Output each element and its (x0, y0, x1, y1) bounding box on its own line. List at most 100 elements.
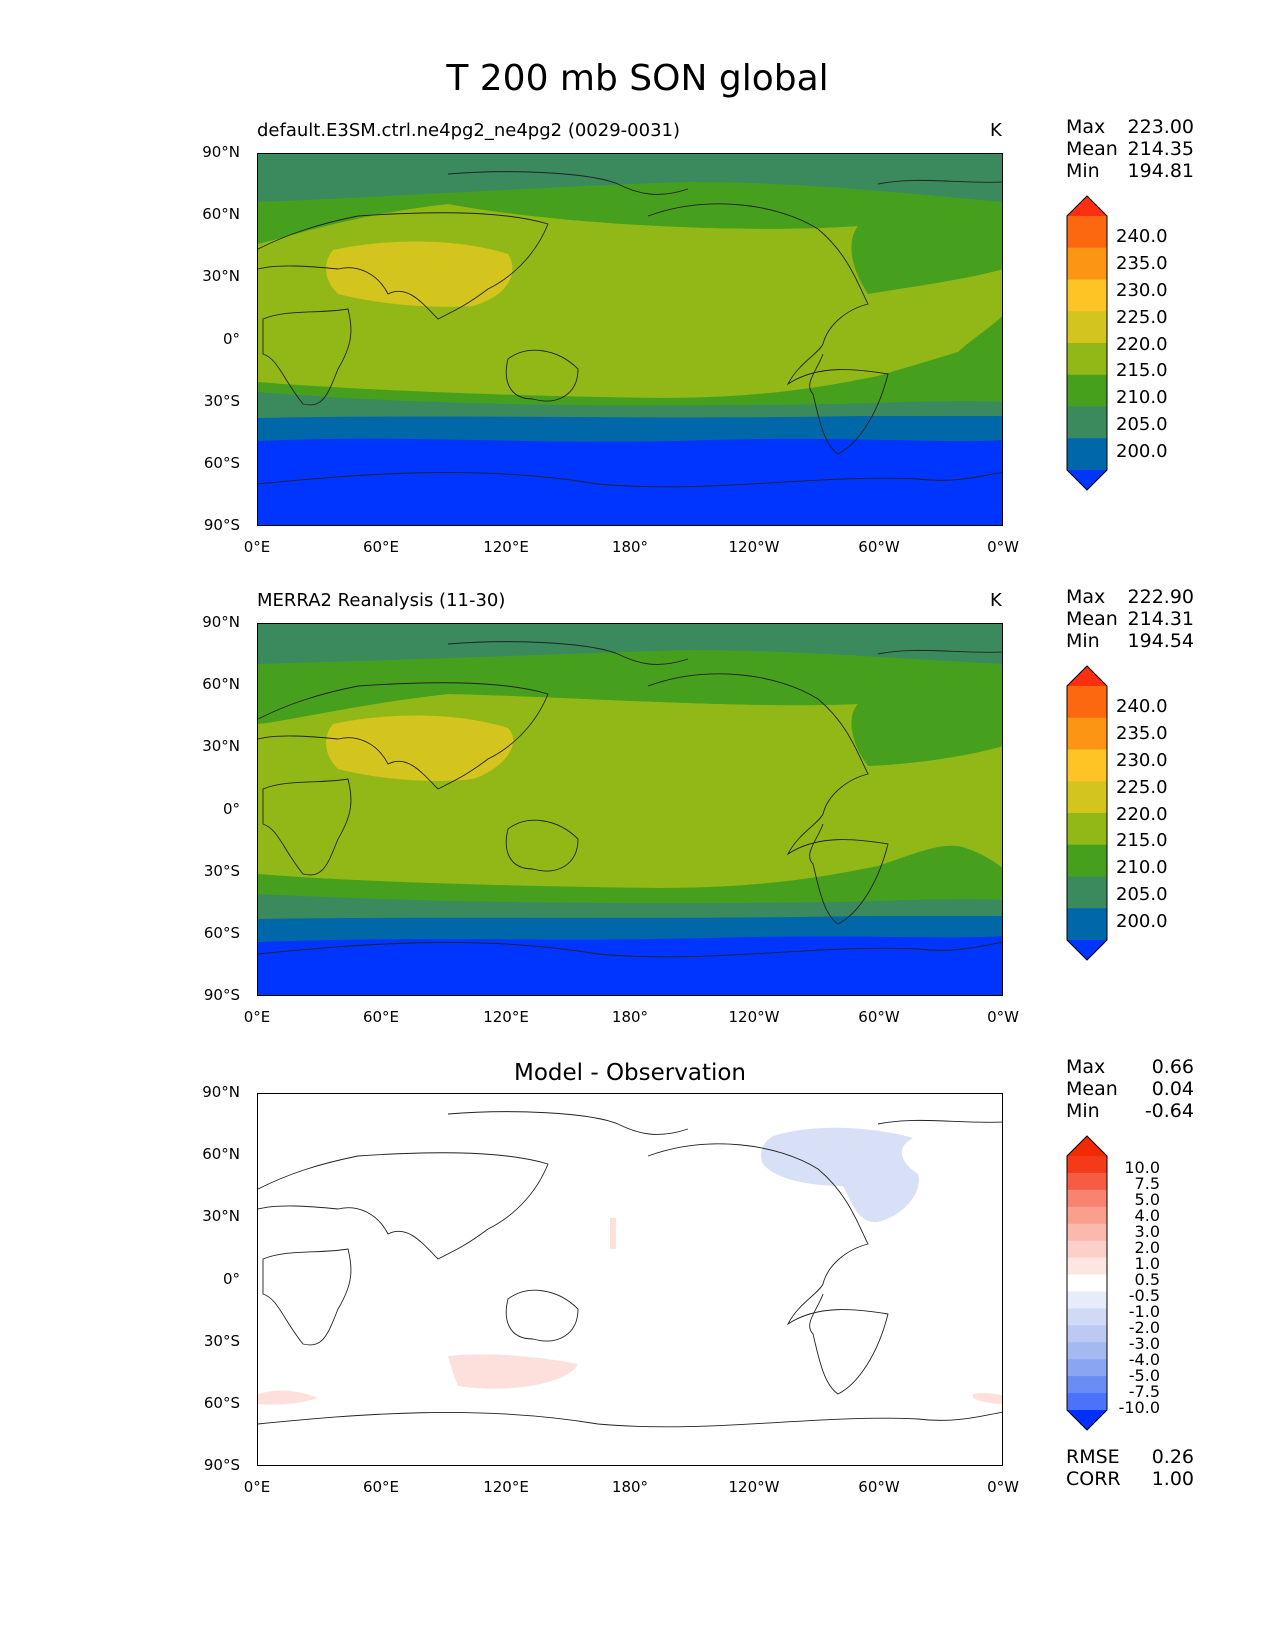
units-label: K (990, 120, 1002, 141)
colorbar-label: -3.0 (1128, 1334, 1160, 1353)
colorbar-label: -7.5 (1128, 1382, 1160, 1401)
colorbar-extension-max (1067, 1136, 1107, 1156)
colorbar-segment (1067, 374, 1107, 407)
stat-rmse: 0.26 (1151, 1446, 1194, 1468)
colorbar-segment (1067, 1257, 1107, 1276)
lat-tick-label: 60°N (202, 675, 240, 693)
panel-title: Model - Observation (513, 1060, 747, 1086)
colorbar-extension-max (1067, 196, 1107, 216)
colorbar-label: -0.5 (1128, 1286, 1160, 1305)
lat-tick-label: 0° (222, 330, 240, 348)
stat-label: Min (1066, 160, 1100, 182)
colorbar-label: 235.0 (1116, 723, 1168, 744)
stat-min: 194.81 (1127, 160, 1194, 182)
lat-tick-label: 30°N (202, 737, 240, 755)
figure-title: T 200 mb SON global (446, 58, 829, 99)
lon-tick-label: 120°W (728, 1008, 780, 1026)
colorbar-outline (1066, 195, 1108, 491)
lat-tick-label: 60°S (203, 924, 240, 942)
colorbar-label: -5.0 (1128, 1366, 1160, 1385)
difference-field (258, 1094, 1002, 1465)
colorbar-label: -1.0 (1128, 1302, 1160, 1321)
colorbar-segment (1067, 1325, 1107, 1343)
lat-tick-label: 60°S (203, 1394, 240, 1412)
colorbar-label: 210.0 (1116, 387, 1168, 408)
colorbar-label: 225.0 (1116, 307, 1168, 328)
colorbar-segment (1067, 1189, 1107, 1208)
lat-tick-label: 90°N (202, 1083, 240, 1101)
stat-max: 223.00 (1127, 116, 1194, 138)
colorbar-segment (1067, 1342, 1107, 1360)
colorbar-label: -10.0 (1118, 1398, 1160, 1417)
lon-tick-label: 60°E (362, 538, 400, 556)
lat-tick-label: 0° (222, 800, 240, 818)
lat-tick-label: 30°N (202, 1207, 240, 1225)
colorbar-label: 225.0 (1116, 777, 1168, 798)
colorbar (1066, 1135, 1108, 1431)
stat-mean: 0.04 (1151, 1078, 1194, 1100)
lon-tick-label: 60°W (858, 1478, 900, 1496)
stat-mean: 214.35 (1127, 138, 1194, 160)
colorbar-segment (1067, 876, 1107, 909)
lon-tick-label: 60°E (362, 1478, 400, 1496)
lon-tick-label: 180° (611, 1008, 649, 1026)
colorbar-label: -2.0 (1128, 1318, 1160, 1337)
stats-box: Max 223.00 Mean 214.35 Min 194.81 (1066, 116, 1194, 182)
colorbar-label: 235.0 (1116, 253, 1168, 274)
stat-label: Min (1066, 1100, 1100, 1122)
panel-difference: Model - Observation 90°N 60°N 30°N 0° 30… (0, 940, 1275, 1500)
lon-tick-label: 0°W (987, 1478, 1019, 1496)
colorbar-segment (1067, 686, 1107, 719)
colorbar-segment (1067, 781, 1107, 814)
colorbar-label: 5.0 (1134, 1190, 1160, 1209)
stat-label: Min (1066, 630, 1100, 652)
stat-label: Max (1066, 116, 1106, 138)
colorbar-segment (1067, 1206, 1107, 1225)
lat-tick-label: 60°N (202, 1145, 240, 1163)
colorbar-segment (1067, 216, 1107, 249)
colorbar-segment (1067, 717, 1107, 750)
colorbar-label: 230.0 (1116, 750, 1168, 771)
lat-tick-label: 30°S (203, 392, 240, 410)
colorbar-extension-min (1067, 1410, 1107, 1430)
lat-tick-label: 60°N (202, 205, 240, 223)
lat-tick-label: 90°N (202, 143, 240, 161)
lon-tick-label: 60°E (362, 1008, 400, 1026)
lon-tick-label: 120°E (483, 1008, 529, 1026)
stats-box: Max 222.90 Mean 214.31 Min 194.54 (1066, 586, 1194, 652)
colorbar-outline (1066, 665, 1108, 961)
colorbar (1066, 665, 1108, 961)
colorbar-extension-min (1067, 940, 1107, 960)
colorbar-segment (1067, 1376, 1107, 1394)
stat-label: Max (1066, 586, 1106, 608)
colorbar-segment (1067, 311, 1107, 344)
colorbar-extension-min (1067, 470, 1107, 490)
colorbar-label: 240.0 (1116, 696, 1168, 717)
lat-tick-label: 0° (222, 1270, 240, 1288)
colorbar-segment (1067, 1274, 1107, 1292)
colorbar-label: 3.0 (1134, 1222, 1160, 1241)
lon-tick-label: 180° (611, 1478, 649, 1496)
lon-tick-label: 120°E (483, 1478, 529, 1496)
colorbar-label: 200.0 (1116, 911, 1168, 932)
panel-observation: MERRA2 Reanalysis (11-30) K 90°N 60°N (0, 470, 1275, 1026)
stat-label: Max (1066, 1056, 1106, 1078)
colorbar-label: 205.0 (1116, 414, 1168, 435)
stat-min: -0.64 (1144, 1100, 1194, 1122)
colorbar-segment (1067, 1393, 1107, 1411)
temperature-field (258, 154, 1002, 525)
colorbar-label: 220.0 (1116, 804, 1168, 825)
colorbar-segment (1067, 1156, 1107, 1174)
colorbar-segment (1067, 844, 1107, 877)
colorbar-label: 205.0 (1116, 884, 1168, 905)
panel-model: default.E3SM.ctrl.ne4pg2_ne4pg2 (0029-00… (0, 0, 1275, 556)
error-stats-box: RMSE 0.26 CORR 1.00 (1066, 1446, 1194, 1490)
lon-tick-label: 120°W (728, 1478, 780, 1496)
panel-title: default.E3SM.ctrl.ne4pg2_ne4pg2 (0029-00… (257, 120, 680, 141)
stat-label: CORR (1066, 1468, 1121, 1490)
lon-tick-label: 120°E (483, 538, 529, 556)
colorbar-label: 0.5 (1134, 1270, 1160, 1289)
lon-tick-label: 0°W (987, 1008, 1019, 1026)
colorbar-segment (1067, 1291, 1107, 1309)
colorbar-segment (1067, 438, 1107, 471)
